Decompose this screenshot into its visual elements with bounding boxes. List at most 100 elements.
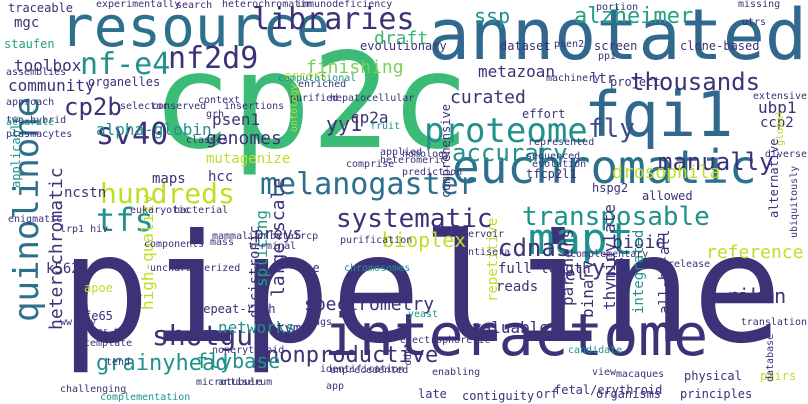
word-proteome: proteome [424,111,588,151]
word-curated: curated [450,87,526,108]
word-mutagenize: mutagenize [206,151,291,167]
word-manually: manually [658,148,774,176]
word-all-by-all: all-by-all [657,229,673,314]
word-spectrometry: spectrometry [304,294,435,315]
word-eukaryotic: eukaryotic [130,205,191,216]
word-flybase: flybase [196,349,281,373]
word-diverse: diverse [764,149,807,160]
word-utrs: utrs [742,17,767,28]
word-nonerythroid: nonerythroid [212,345,285,356]
word-homology: homology [402,149,451,160]
word-database: database [765,333,776,382]
word-uncharacterized: uncharacterized [150,263,241,274]
word-mammalian: mammalian [212,231,267,242]
word-hcc: hcc [208,169,234,185]
word-nf-e4: nf-e4 [80,47,171,82]
word-ww-psy: ww-psy [60,317,97,328]
word-reads: reads [496,279,539,295]
word-toolbox: toolbox [14,56,82,75]
word-prediction: prediction [402,167,463,178]
word-maps: maps [152,171,186,187]
word-insertions: insertions [224,101,285,112]
word-extensive: extensive [752,91,807,102]
word-approach: approach [6,97,55,108]
word-psen1: psen1 [212,110,261,129]
word-applied: applied [380,147,423,158]
word-tyms: tyms [276,321,310,337]
word-mass: mass [210,237,235,248]
word-fetal-erythroid: fetal/erythroid [554,383,663,397]
word-contiguity: contiguity [462,389,535,403]
word-cp2c: cp2c [152,25,470,179]
word-hundreds: hundreds [100,177,235,210]
word-cp2a: cp2a [350,108,389,127]
word-fruit: fruit [370,121,401,132]
word-conserved: conserved [152,101,207,112]
word-ccp2: ccp2 [760,115,794,131]
word-represented: represented [528,137,595,148]
word-alzheimer: alzheimer [574,4,694,29]
word-search: search [176,0,213,11]
word-unprecedented: unprecedented [330,365,409,376]
word-resource: resource [60,0,330,60]
word-metazoan: metazoan [478,62,556,81]
word-euchromatic: euchromatic [452,140,757,194]
word-yeast: yeast [408,309,439,320]
word-purified: purified [290,93,339,104]
word-challenging: challenging [60,384,127,395]
word-hspg2: hspg2 [592,181,629,195]
word-context: context [198,95,241,106]
word-computational: computational [278,73,357,84]
word-full-length: full-length [498,261,591,277]
word-annotated: annotated [427,0,807,76]
word-enigmatic: enigmatic [8,214,63,225]
word-genomes: genomes [206,128,282,149]
word-heterochromatin: heterochromatin [222,0,313,10]
word-tfcp2l1: tfcp2l1 [526,167,577,181]
word-candidate: candidate [568,345,623,356]
word-orf: orf [536,387,558,401]
word-drosophila: drosophila [612,162,721,183]
word-release: release [668,259,711,270]
word-organelles: organelles [88,75,161,89]
word-evolution: evolution [532,159,587,170]
word-libraries: libraries [252,2,415,37]
word-organisms: organisms [596,387,662,401]
word-ssp: ssp [474,4,511,28]
word-view: view [592,367,617,378]
word-shotgun: shotgun [152,319,271,352]
word-accuracy: accuracy [452,139,568,167]
word-enabling: enabling [432,367,481,378]
word-late: late [418,387,447,401]
word-tags: tags [308,317,333,328]
word-bioplex: bioplex [382,228,467,252]
word-terminal: terminal [248,241,297,252]
word-heteromeric: heteromeric [380,155,447,166]
word-riken: riken [726,284,787,308]
word-experimentally: experimentally [96,0,181,10]
word-assemblies: assemblies [6,67,67,78]
word-betatrcp: betatrcp [270,231,319,242]
word-k562: k562 [46,261,80,277]
word-ontology: ontology [289,83,300,132]
word-physical: physical [684,369,742,383]
word-nonproductive: nonproductive [266,343,439,368]
word-macaques: macaques [616,369,665,380]
word-draft: draft [374,28,429,49]
word-errors: errors [284,69,328,83]
word-fly: fly [588,114,635,144]
word-mel: mel [554,264,587,285]
word-fe65: fe65 [84,309,113,323]
word-antiserum: antiserum [218,377,273,388]
word-comprise: comprise [346,159,395,170]
word-preys: preys [254,224,303,243]
word-y2h: y2h [592,256,632,281]
word-screen: screen [594,39,638,53]
word-plasmacytes: plasmacytes [6,129,73,140]
word-community: community [8,76,95,95]
word-lrp1: lrp1 hiv [60,224,109,235]
word-psen2: psen2 [554,39,585,50]
word-alternative: alternative [767,138,781,218]
word-microtubule: microtubule [196,377,263,388]
word-mgc: mgc [14,15,40,31]
